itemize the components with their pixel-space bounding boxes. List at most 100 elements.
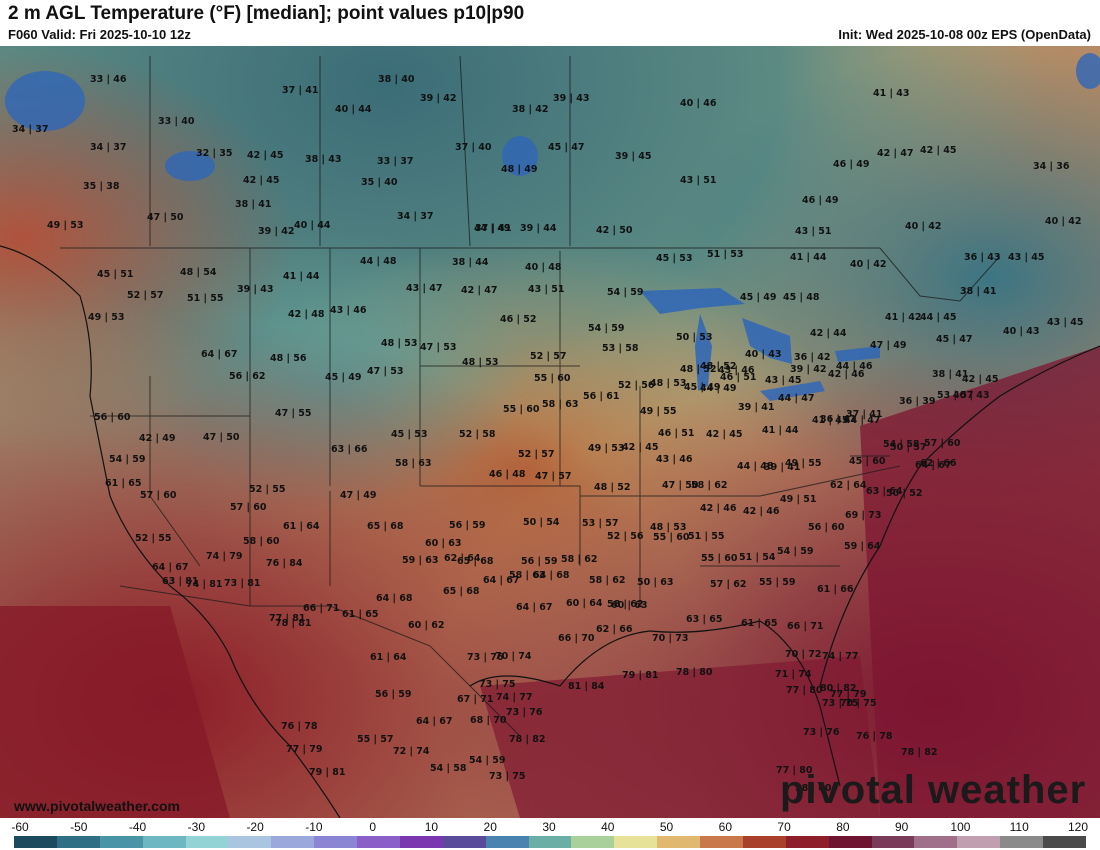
colorbar-tick-label: -50 [70,820,88,834]
point-value-label: 36 | 42 [794,352,831,363]
colorbar-tick-label: -60 [11,820,29,834]
point-value-label: 62 | 66 [920,458,957,469]
point-value-label: 62 | 64 [444,553,481,564]
point-value-label: 48 | 56 [270,353,307,364]
point-value-label: 56 | 62 [229,371,266,382]
point-value-label: 52 | 55 [135,533,172,544]
colorbar-tick-label: 110 [1009,820,1029,834]
point-value-label: 44 | 49 [700,383,737,394]
point-value-label: 43 | 45 [1047,317,1084,328]
point-value-label: 62 | 66 [596,624,633,635]
point-value-label: 55 | 60 [653,532,690,543]
point-value-label: 73 | 81 [224,578,261,589]
point-value-label: 43 | 46 [718,365,755,376]
point-value-label: 44 | 49 [474,223,511,234]
point-value-label: 77 | 80 [786,685,823,696]
point-value-label: 58 | 62 [691,480,728,491]
point-value-label: 40 | 44 [294,220,331,231]
point-value-label: 55 | 60 [701,553,738,564]
point-value-label: 49 | 51 [780,494,817,505]
point-value-label: 48 | 49 [501,164,538,175]
point-value-label: 50 | 63 [637,577,674,588]
point-value-label: 71 | 74 [775,669,812,680]
point-value-label: 39 | 44 [520,223,557,234]
colorbar-tick-label: 50 [659,820,674,834]
point-value-label: 49 | 53 [588,443,625,454]
point-value-label: 61 | 64 [283,521,320,532]
point-value-label: 45 | 48 [783,292,820,303]
point-value-label: 45 | 49 [740,292,777,303]
point-value-label: 44 | 47 [778,393,815,404]
point-value-label: 48 | 52 [700,361,737,372]
point-value-label: 40 | 42 [850,259,887,270]
website-label[interactable]: www.pivotalweather.com [14,798,180,814]
point-value-label: 54 | 59 [109,454,146,465]
point-value-label: 56 | 61 [583,391,620,402]
point-value-label: 40 | 48 [525,262,562,273]
colorbar-tick-label: 30 [542,820,556,834]
point-value-label: 39 | 41 [738,402,775,413]
point-value-label: 81 | 84 [568,681,605,692]
point-value-label: 39 | 42 [790,364,827,375]
point-value-label: 76 | 78 [856,731,893,742]
colorbar-swatch [528,836,572,848]
point-value-label: 67 | 71 [457,694,494,705]
point-value-label: 47 | 57 [535,471,572,482]
point-value-label: 61 | 65 [342,609,379,620]
point-value-label: 42 | 44 [810,328,847,339]
point-value-label: 63 | 65 [686,614,723,625]
point-value-label: 35 | 40 [361,177,398,188]
point-value-label: 46 | 49 [802,195,839,206]
colorbar-swatch [614,836,658,848]
point-value-label: 43 | 45 [765,375,802,386]
point-value-label: 42 | 45 [247,150,284,161]
point-value-label: 48 | 52 [680,364,717,375]
point-value-label: 70 | 75 [840,698,877,709]
point-value-label: 42 | 46 [828,369,865,380]
colorbar-tick-label: 70 [777,820,791,834]
point-value-label: 42 | 47 [461,285,498,296]
point-value-label: 49 | 55 [785,458,822,469]
init-time: Init: Wed 2025-10-08 00z EPS (OpenData) [838,27,1091,42]
point-value-label: 38 | 44 [452,257,489,268]
point-value-label: 40 | 42 [1045,216,1082,227]
colorbar-swatch [228,836,272,848]
point-value-label: 63 | 66 [331,444,368,455]
point-value-label: 42 | 49 [139,433,176,444]
point-value-label: 56 | 59 [449,520,486,531]
point-value-label: 73 | 75 [822,698,859,709]
colorbar-tick-label: 120 [1067,820,1089,834]
point-value-label: 54 | 59 [777,546,814,557]
colorbar-tick-label: 100 [950,820,971,834]
temperature-map[interactable]: 33 | 46 37 | 41 38 | 40 39 | 42 38 | 42 39 | … [0,46,1100,818]
point-value-label: 48 | 53 [650,522,687,533]
colorbar-swatch [1043,836,1086,848]
point-value-label: 43 | 47 [406,283,443,294]
colorbar-swatch [399,836,443,848]
point-value-label: 36 | 39 [899,396,936,407]
point-value-label: 48 | 53 [462,357,499,368]
point-value-label: 42 | 45 [706,429,743,440]
point-value-label: 74 | 79 [206,551,243,562]
point-value-label: 47 | 53 [367,366,404,377]
point-value-label: 40 | 44 [335,104,372,115]
point-value-label: 46 | 51 [720,372,757,383]
point-value-label: 47 | 50 [147,212,184,223]
point-value-label: 45 | 49 [684,382,721,393]
point-value-label: 66 | 70 [558,633,595,644]
colorbar-tick-label: 10 [424,820,439,834]
point-value-label: 43 | 51 [680,175,717,186]
point-value-label: 73 | 75 [489,771,526,782]
colorbar-swatch [14,836,57,848]
point-value-label: 74 | 77 [822,651,859,662]
point-value-label: 73 | 76 [506,707,543,718]
point-value-label: 70 | 74 [495,651,532,662]
colorbar-swatch [357,836,400,848]
point-value-label: 58 | 63 [395,458,432,469]
point-value-label: 78 | 82 [509,734,546,745]
point-value-label: 54 | 59 [588,323,625,334]
point-value-label: 52 | 57 [530,351,567,362]
point-value-label: 33 | 40 [158,116,195,127]
point-value-label: 65 | 68 [367,521,404,532]
point-value-label: 38 | 41 [235,199,272,210]
